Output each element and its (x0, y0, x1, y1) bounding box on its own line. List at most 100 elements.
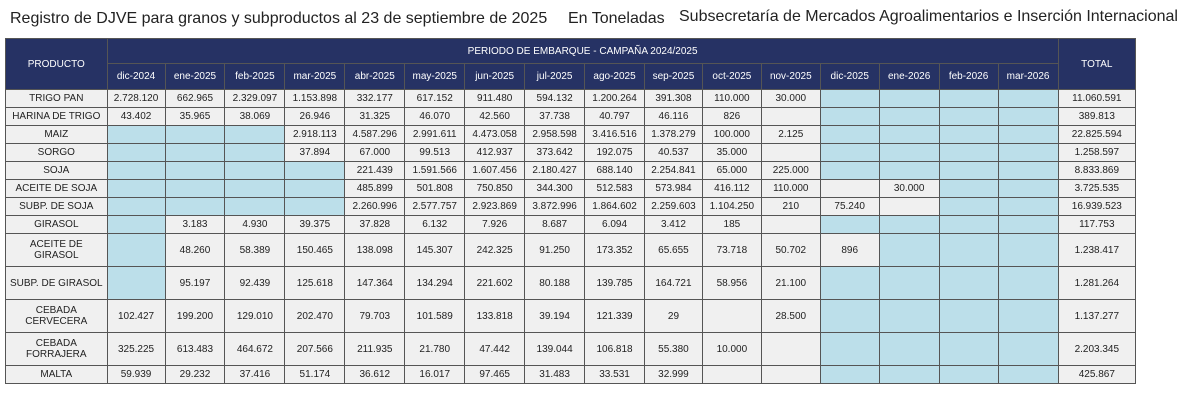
total-cell: 3.725.535 (1057, 179, 1137, 198)
value-cell: 92.439 (224, 266, 286, 300)
month-header: jul-2025 (524, 63, 586, 90)
month-header: dic-2025 (819, 63, 880, 90)
value-cell (878, 107, 940, 126)
value-cell (997, 266, 1059, 300)
value-cell (106, 179, 166, 198)
value-cell: 3.412 (644, 215, 703, 234)
value-cell: 485.899 (344, 179, 406, 198)
value-cell (760, 107, 821, 126)
table-row: SOJA 221.439 1.591.566 1.607.456 2.180.427 68… (5, 161, 1137, 180)
total-column-header: TOTAL (1057, 38, 1137, 90)
table-row: GIRASOL 3.183 4.930 39.375 37.828 6.132 7.926 8… (5, 215, 1137, 234)
value-cell: 242.325 (464, 233, 526, 267)
value-cell (938, 332, 999, 366)
value-cell: 91.250 (524, 233, 586, 267)
value-cell (878, 197, 940, 216)
product-cell: TRIGO PAN (5, 89, 108, 108)
value-cell: 3.416.516 (584, 125, 645, 144)
value-cell: 1.607.456 (464, 161, 526, 180)
value-cell: 210 (760, 197, 821, 216)
value-cell: 8.687 (524, 215, 586, 234)
product-cell: SOJA (5, 161, 108, 180)
value-cell: 125.618 (284, 266, 346, 300)
value-cell: 145.307 (404, 233, 466, 267)
value-cell: 100.000 (701, 125, 762, 144)
value-cell: 147.364 (344, 266, 406, 300)
value-cell (938, 107, 999, 126)
value-cell: 29 (644, 299, 703, 333)
table-row: CEBADA FORRAJERA 325.225 613.483 464.672 207… (5, 332, 1137, 366)
value-cell: 1.864.602 (584, 197, 645, 216)
value-cell: 464.672 (224, 332, 286, 366)
value-cell: 826 (701, 107, 762, 126)
value-cell (878, 332, 940, 366)
value-cell (878, 161, 940, 180)
value-cell: 501.808 (404, 179, 466, 198)
product-cell: SUBP. DE GIRASOL (5, 266, 108, 300)
table-row: MAIZ 2.918.113 4.587.296 2.991.611 4.473.058… (5, 125, 1137, 144)
value-cell (819, 143, 880, 162)
value-cell: 373.642 (524, 143, 586, 162)
value-cell (819, 332, 880, 366)
value-cell: 48.260 (164, 233, 226, 267)
value-cell (878, 233, 940, 267)
month-header: jun-2025 (464, 63, 526, 90)
value-cell: 2.918.113 (284, 125, 346, 144)
value-cell: 31.483 (524, 365, 586, 384)
value-cell: 2.254.841 (644, 161, 703, 180)
total-cell: 11.060.591 (1057, 89, 1137, 108)
value-cell: 65.655 (644, 233, 703, 267)
value-cell (819, 266, 880, 300)
value-cell (106, 161, 166, 180)
value-cell: 199.200 (164, 299, 226, 333)
value-cell: 594.132 (524, 89, 586, 108)
value-cell (106, 197, 166, 216)
total-cell: 2.203.345 (1057, 332, 1137, 366)
value-cell (938, 89, 999, 108)
month-header: mar-2025 (284, 63, 346, 90)
value-cell (819, 215, 880, 234)
value-cell: 35.965 (164, 107, 226, 126)
product-cell: ACEITE DE GIRASOL (5, 233, 108, 267)
value-cell: 55.380 (644, 332, 703, 366)
table-row: ACEITE DE GIRASOL 48.260 58.389 150.465 138.… (5, 233, 1137, 267)
value-cell: 32.999 (644, 365, 703, 384)
value-cell: 67.000 (344, 143, 406, 162)
value-cell (997, 89, 1059, 108)
table-row: TRIGO PAN 2.728.120 662.965 2.329.097 1.153.… (5, 89, 1137, 108)
value-cell: 225.000 (760, 161, 821, 180)
value-cell: 75.240 (819, 197, 880, 216)
value-cell (819, 365, 880, 384)
value-cell: 750.850 (464, 179, 526, 198)
period-header: PERIODO DE EMBARQUE - CAMPAÑA 2024/2025 (106, 38, 1059, 64)
value-cell: 688.140 (584, 161, 645, 180)
value-cell (284, 179, 346, 198)
value-cell: 202.470 (284, 299, 346, 333)
value-cell: 662.965 (164, 89, 226, 108)
total-cell: 1.258.597 (1057, 143, 1137, 162)
value-cell: 101.589 (404, 299, 466, 333)
product-cell: MALTA (5, 365, 108, 384)
value-cell (878, 365, 940, 384)
value-cell: 47.442 (464, 332, 526, 366)
value-cell: 50.702 (760, 233, 821, 267)
value-cell: 38.069 (224, 107, 286, 126)
value-cell: 1.153.898 (284, 89, 346, 108)
value-cell (997, 161, 1059, 180)
value-cell (106, 233, 166, 267)
value-cell (878, 266, 940, 300)
value-cell (997, 179, 1059, 198)
value-cell (878, 125, 940, 144)
value-cell (997, 215, 1059, 234)
value-cell: 1.591.566 (404, 161, 466, 180)
value-cell: 39.194 (524, 299, 586, 333)
month-header: sep-2025 (644, 63, 703, 90)
value-cell (164, 161, 226, 180)
value-cell (878, 215, 940, 234)
value-cell: 2.923.869 (464, 197, 526, 216)
value-cell (819, 107, 880, 126)
value-cell: 36.612 (344, 365, 406, 384)
value-cell: 192.075 (584, 143, 645, 162)
value-cell: 16.017 (404, 365, 466, 384)
value-cell (878, 143, 940, 162)
